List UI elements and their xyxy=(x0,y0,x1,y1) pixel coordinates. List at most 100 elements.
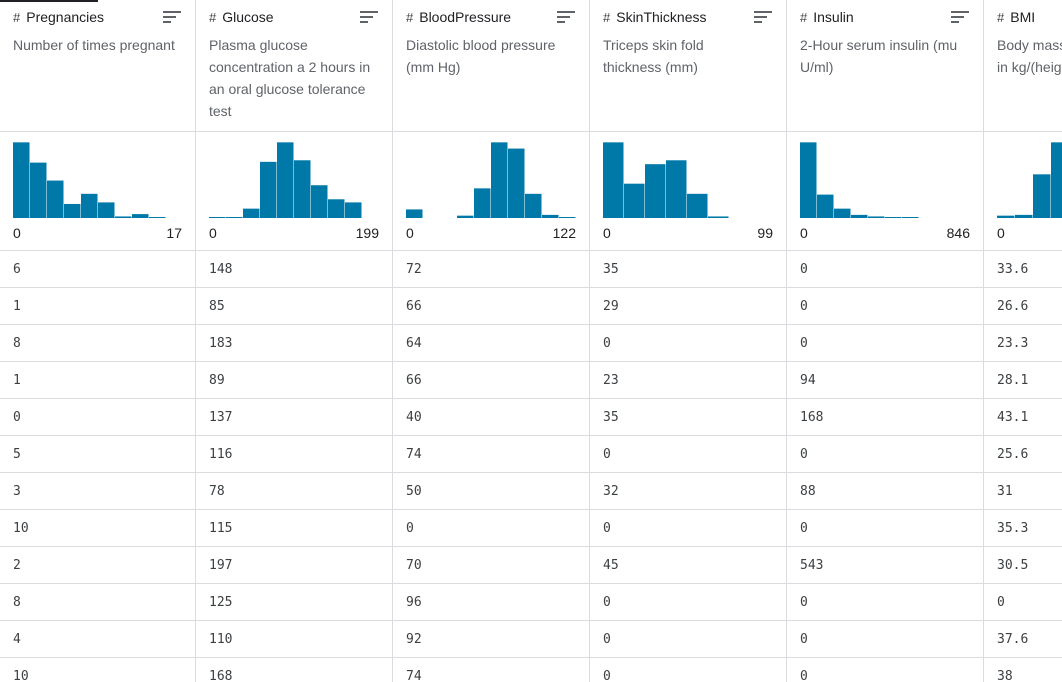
table-cell[interactable]: 1 xyxy=(0,362,195,399)
table-cell[interactable]: 35 xyxy=(590,399,786,436)
table-cell[interactable]: 0 xyxy=(787,251,983,288)
sort-icon[interactable] xyxy=(163,10,181,24)
histogram[interactable]: 0 99 xyxy=(590,132,786,251)
histogram[interactable]: 0 846 xyxy=(787,132,983,251)
histogram[interactable]: 0 xyxy=(984,132,1062,251)
table-cell[interactable]: 4 xyxy=(0,621,195,658)
table-cell[interactable]: 74 xyxy=(393,658,589,682)
histogram-bar xyxy=(81,193,98,218)
table-cell[interactable]: 37.6 xyxy=(984,621,1062,658)
table-cell[interactable]: 25.6 xyxy=(984,436,1062,473)
table-cell[interactable]: 64 xyxy=(393,325,589,362)
table-cell[interactable]: 0 xyxy=(787,436,983,473)
range-max: 846 xyxy=(946,225,970,241)
table-cell[interactable]: 23.3 xyxy=(984,325,1062,362)
column-insulin: # Insulin 2-Hour serum insulin (mu U/ml) … xyxy=(787,0,984,682)
table-cell[interactable]: 137 xyxy=(196,399,392,436)
table-cell[interactable]: 3 xyxy=(0,473,195,510)
table-cell[interactable]: 6 xyxy=(0,251,195,288)
table-cell[interactable]: 10 xyxy=(0,658,195,682)
table-cell[interactable]: 0 xyxy=(787,584,983,621)
table-cell[interactable]: 2 xyxy=(0,547,195,584)
table-cell[interactable]: 72 xyxy=(393,251,589,288)
histogram[interactable]: 0 17 xyxy=(0,132,195,251)
table-cell[interactable]: 50 xyxy=(393,473,589,510)
table-cell[interactable]: 0 xyxy=(0,399,195,436)
table-cell[interactable]: 40 xyxy=(393,399,589,436)
histogram-bar xyxy=(868,216,885,218)
table-cell[interactable]: 26.6 xyxy=(984,288,1062,325)
table-cell[interactable]: 43.1 xyxy=(984,399,1062,436)
table-cell[interactable]: 78 xyxy=(196,473,392,510)
table-cell[interactable]: 116 xyxy=(196,436,392,473)
sort-icon[interactable] xyxy=(557,10,575,24)
column-header[interactable]: # Glucose Plasma glucose concentration a … xyxy=(196,0,392,132)
table-cell[interactable]: 0 xyxy=(590,584,786,621)
table-cell[interactable]: 66 xyxy=(393,288,589,325)
histogram[interactable]: 0 199 xyxy=(196,132,392,251)
table-cell[interactable]: 543 xyxy=(787,547,983,584)
hash-icon: # xyxy=(13,9,21,25)
table-cell[interactable]: 148 xyxy=(196,251,392,288)
table-cell[interactable]: 70 xyxy=(393,547,589,584)
table-cell[interactable]: 5 xyxy=(0,436,195,473)
table-cell[interactable]: 29 xyxy=(590,288,786,325)
table-cell[interactable]: 0 xyxy=(787,288,983,325)
table-cell[interactable]: 33.6 xyxy=(984,251,1062,288)
column-header[interactable]: # BMI Body mass in kg/(heig xyxy=(984,0,1062,132)
table-cell[interactable]: 0 xyxy=(984,584,1062,621)
column-header[interactable]: # SkinThickness Triceps skin fold thickne… xyxy=(590,0,786,132)
table-cell[interactable]: 115 xyxy=(196,510,392,547)
table-cell[interactable]: 38 xyxy=(984,658,1062,682)
table-cell[interactable]: 92 xyxy=(393,621,589,658)
table-cell[interactable]: 85 xyxy=(196,288,392,325)
table-cell[interactable]: 8 xyxy=(0,584,195,621)
column-bmi: # BMI Body mass in kg/(heig 0 33.626.623.… xyxy=(984,0,1062,682)
table-cell[interactable]: 0 xyxy=(787,510,983,547)
table-cell[interactable]: 1 xyxy=(0,288,195,325)
table-cell[interactable]: 35 xyxy=(590,251,786,288)
column-header[interactable]: # BloodPressure Diastolic blood pressure … xyxy=(393,0,589,132)
table-cell[interactable]: 197 xyxy=(196,547,392,584)
table-cell[interactable]: 66 xyxy=(393,362,589,399)
table-cell[interactable]: 96 xyxy=(393,584,589,621)
table-cell[interactable]: 183 xyxy=(196,325,392,362)
table-cell[interactable]: 30.5 xyxy=(984,547,1062,584)
table-cell[interactable]: 0 xyxy=(787,658,983,682)
table-cell[interactable]: 168 xyxy=(787,399,983,436)
table-cell[interactable]: 10 xyxy=(0,510,195,547)
table-cell[interactable]: 0 xyxy=(393,510,589,547)
table-cell[interactable]: 31 xyxy=(984,473,1062,510)
table-cell[interactable]: 0 xyxy=(787,325,983,362)
table-cell[interactable]: 0 xyxy=(590,436,786,473)
table-cell[interactable]: 8 xyxy=(0,325,195,362)
sort-icon[interactable] xyxy=(951,10,969,24)
column-bloodpressure: # BloodPressure Diastolic blood pressure … xyxy=(393,0,590,682)
table-cell[interactable]: 125 xyxy=(196,584,392,621)
table-cell[interactable]: 0 xyxy=(590,510,786,547)
hash-icon: # xyxy=(997,9,1005,25)
column-header[interactable]: # Insulin 2-Hour serum insulin (mu U/ml) xyxy=(787,0,983,132)
table-cell[interactable]: 89 xyxy=(196,362,392,399)
table-cell[interactable]: 23 xyxy=(590,362,786,399)
table-cell[interactable]: 0 xyxy=(590,325,786,362)
sort-icon[interactable] xyxy=(360,10,378,24)
table-cell[interactable]: 32 xyxy=(590,473,786,510)
table-cell[interactable]: 35.3 xyxy=(984,510,1062,547)
table-cell[interactable]: 94 xyxy=(787,362,983,399)
sort-icon[interactable] xyxy=(754,10,772,24)
table-cell[interactable]: 0 xyxy=(590,658,786,682)
table-cell[interactable]: 110 xyxy=(196,621,392,658)
table-cell[interactable]: 74 xyxy=(393,436,589,473)
column-glucose: # Glucose Plasma glucose concentration a … xyxy=(196,0,393,682)
histogram-chart xyxy=(209,142,362,218)
table-cell[interactable]: 28.1 xyxy=(984,362,1062,399)
column-header[interactable]: # Pregnancies Number of times pregnant xyxy=(0,0,195,132)
histogram[interactable]: 0 122 xyxy=(393,132,589,251)
column-description: Number of times pregnant xyxy=(13,37,175,53)
table-cell[interactable]: 45 xyxy=(590,547,786,584)
table-cell[interactable]: 168 xyxy=(196,658,392,682)
table-cell[interactable]: 88 xyxy=(787,473,983,510)
table-cell[interactable]: 0 xyxy=(590,621,786,658)
table-cell[interactable]: 0 xyxy=(787,621,983,658)
